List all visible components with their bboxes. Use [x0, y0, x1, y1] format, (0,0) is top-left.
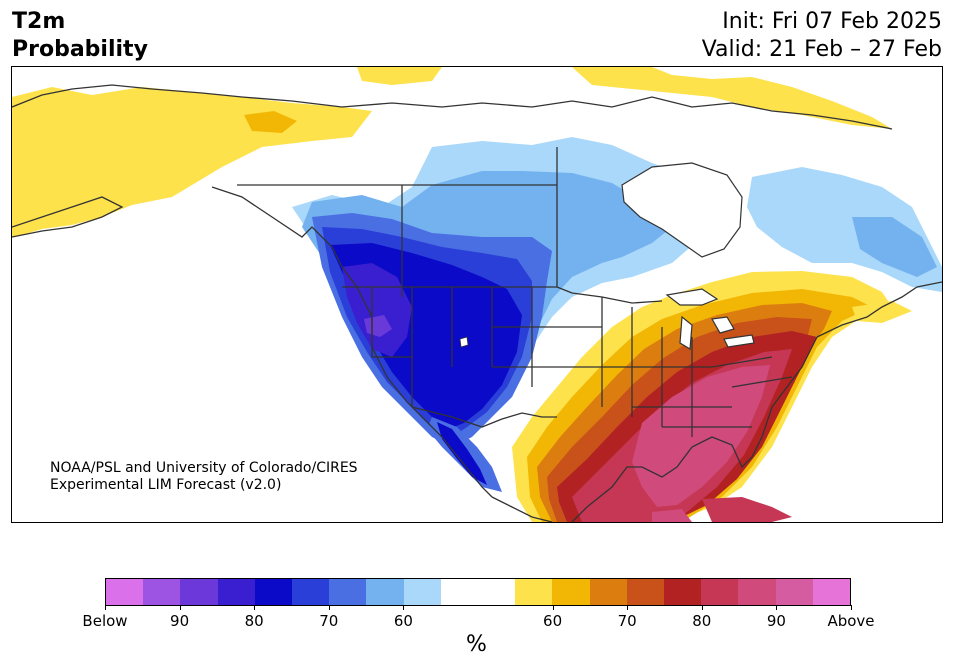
colorbar-bin	[366, 579, 404, 605]
colorbar-tick-label: 70	[617, 612, 637, 630]
colorbar-bin	[626, 579, 665, 605]
colorbar-tick-mark	[552, 605, 554, 610]
variable-title: T2m	[12, 9, 66, 34]
mexico-navy-shading	[437, 422, 487, 485]
credit-line-1: NOAA/PSL and University of Colorado/CIRE…	[50, 460, 358, 476]
colorbar-bin	[403, 579, 441, 605]
colorbar-tick-label: 90	[766, 612, 786, 630]
west-purple-shading	[364, 315, 392, 337]
credit-line-2: Experimental LIM Forecast (v2.0)	[50, 477, 282, 493]
colorbar-bin	[664, 579, 702, 605]
colorbar-bin	[589, 579, 627, 605]
colorbar-tick-label: Below	[82, 612, 128, 630]
colorbar-tick-label: 60	[543, 612, 563, 630]
map-panel: NOAA/PSL and University of Colorado/CIRE…	[11, 66, 943, 523]
southeast-rose-shading	[632, 365, 770, 507]
colorbar-tick-label: 90	[170, 612, 190, 630]
great-lakes	[665, 288, 755, 351]
forecast-map	[12, 67, 942, 522]
salt-lake	[459, 336, 469, 348]
colorbar-bin	[217, 579, 255, 605]
caribbean-rose-shading	[652, 509, 692, 522]
init-date: Init: Fri 07 Feb 2025	[722, 9, 942, 34]
colorbar-tick-mark	[105, 605, 106, 610]
colorbar-tick-mark	[254, 605, 256, 610]
colorbar-bin	[254, 579, 293, 605]
colorbar-tick-mark	[403, 605, 405, 610]
credit-text: NOAA/PSL and University of Colorado/CIRE…	[50, 460, 358, 494]
colorbar-bin	[701, 579, 739, 605]
probability-colorbar	[105, 578, 851, 606]
colorbar-tick-label: Above	[827, 612, 875, 630]
colorbar-tick-label: 80	[692, 612, 712, 630]
colorbar-bin	[478, 579, 516, 605]
colorbar-tick-mark	[627, 605, 629, 610]
borders	[12, 84, 942, 522]
colorbar-bin	[515, 579, 553, 605]
title-block: T2m Probability	[12, 8, 148, 64]
colorbar-tick-label: 60	[393, 612, 413, 630]
colorbar-tick-mark	[328, 605, 330, 610]
colorbar-bin	[106, 579, 144, 605]
colorbar-tick-mark	[179, 605, 181, 610]
caribbean-crimson-shading	[702, 497, 792, 522]
alaska-core-shading	[244, 111, 297, 133]
arctic-above-shading	[357, 67, 892, 129]
colorbar-tick-mark	[701, 605, 703, 610]
colorbar-bin	[143, 579, 181, 605]
colorbar-unit: %	[466, 632, 487, 657]
colorbar-bin	[180, 579, 218, 605]
colorbar-bin	[775, 579, 813, 605]
colorbar-bin	[292, 579, 330, 605]
product-title: Probability	[12, 37, 148, 62]
colorbar-bin	[738, 579, 776, 605]
colorbar-bin	[812, 579, 851, 605]
colorbar-bin	[329, 579, 367, 605]
hudson-bay	[621, 162, 743, 258]
date-block: Init: Fri 07 Feb 2025 Valid: 21 Feb – 27…	[702, 8, 942, 64]
colorbar-bin	[440, 579, 479, 605]
colorbar-tick-label: 70	[319, 612, 339, 630]
colorbar-tick-mark	[851, 605, 852, 610]
colorbar-tick-label: 80	[244, 612, 264, 630]
colorbar-bin	[552, 579, 590, 605]
colorbar-tick-mark	[776, 605, 778, 610]
valid-range: Valid: 21 Feb – 27 Feb	[701, 37, 942, 62]
east-canada-mid-blue-shading	[852, 217, 937, 277]
